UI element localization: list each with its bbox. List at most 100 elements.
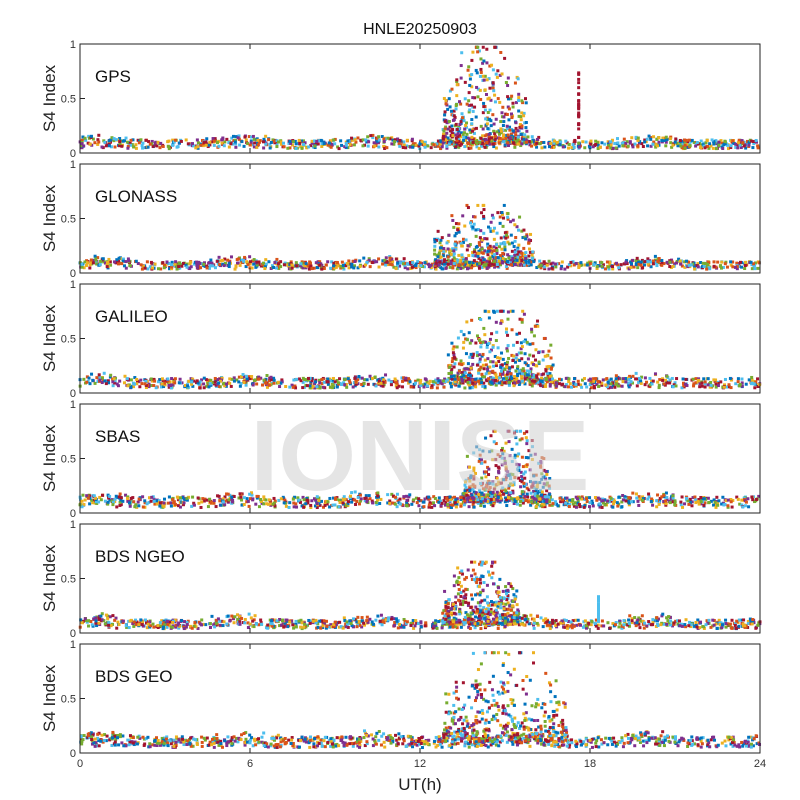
- data-point: [493, 354, 497, 358]
- data-point: [671, 143, 675, 147]
- data-point: [674, 137, 678, 141]
- data-point: [528, 247, 532, 251]
- data-point: [171, 383, 175, 387]
- data-point: [477, 266, 481, 270]
- data-point: [631, 258, 635, 262]
- data-point: [516, 358, 520, 362]
- data-point: [490, 139, 494, 143]
- data-point: [213, 266, 217, 270]
- data-point: [726, 504, 730, 508]
- data-point: [315, 506, 319, 510]
- data-point: [714, 147, 718, 151]
- data-point: [649, 265, 653, 269]
- data-point: [275, 257, 279, 261]
- data-point: [444, 266, 448, 270]
- data-point: [111, 380, 115, 384]
- data-point: [518, 331, 522, 335]
- data-point: [646, 262, 650, 266]
- data-point: [356, 382, 360, 386]
- data-point: [204, 143, 208, 147]
- data-point: [534, 348, 538, 352]
- data-point: [743, 264, 747, 268]
- data-point: [200, 378, 204, 382]
- data-point: [202, 382, 206, 386]
- data-point: [308, 384, 312, 388]
- data-point: [392, 142, 396, 146]
- data-point: [691, 496, 695, 500]
- data-point: [261, 383, 265, 387]
- data-point: [322, 266, 326, 270]
- data-point: [85, 261, 89, 265]
- data-point: [99, 498, 103, 502]
- data-point: [725, 265, 729, 269]
- data-point: [245, 260, 249, 264]
- data-point: [651, 142, 655, 146]
- data-point: [491, 504, 495, 508]
- data-point: [720, 266, 724, 270]
- data-point: [516, 255, 520, 259]
- data-point: [427, 503, 431, 507]
- data-point: [454, 145, 458, 149]
- data-point: [381, 380, 385, 384]
- data-point: [275, 139, 279, 143]
- data-point: [294, 386, 298, 390]
- data-point: [693, 267, 697, 271]
- data-point: [496, 264, 500, 268]
- data-point: [458, 260, 462, 264]
- data-point: [448, 249, 452, 253]
- data-point: [476, 45, 480, 49]
- data-point: [476, 203, 480, 207]
- data-point: [331, 379, 335, 383]
- data-point: [213, 380, 217, 384]
- data-point: [249, 135, 253, 139]
- data-point: [490, 246, 494, 250]
- data-point: [491, 229, 495, 233]
- data-point: [314, 261, 318, 265]
- data-point: [274, 266, 278, 270]
- data-point: [756, 146, 760, 150]
- data-point: [548, 384, 552, 388]
- data-point: [310, 499, 314, 503]
- data-point: [588, 496, 592, 500]
- data-point: [156, 500, 160, 504]
- data-point: [451, 351, 455, 355]
- data-point: [522, 253, 526, 257]
- data-point: [460, 142, 464, 146]
- data-point: [634, 371, 638, 375]
- data-point: [107, 496, 111, 500]
- data-point: [577, 72, 581, 76]
- data-point: [139, 378, 143, 382]
- data-point: [418, 141, 422, 145]
- data-point: [452, 262, 456, 266]
- data-point: [293, 495, 297, 499]
- data-point: [357, 374, 361, 378]
- data-point: [460, 363, 464, 367]
- data-point: [252, 258, 256, 262]
- data-point: [103, 499, 107, 503]
- data-point: [466, 380, 470, 384]
- data-point: [714, 503, 718, 507]
- data-point: [86, 141, 90, 145]
- data-point: [402, 140, 406, 144]
- data-point: [728, 376, 732, 380]
- data-point: [272, 376, 276, 380]
- data-point: [205, 266, 209, 270]
- data-point: [494, 375, 498, 379]
- data-point: [293, 384, 297, 388]
- data-point: [336, 145, 340, 149]
- data-point: [448, 381, 452, 385]
- data-point: [496, 256, 500, 260]
- data-point: [637, 380, 641, 384]
- data-point: [573, 377, 577, 381]
- data-point: [336, 264, 340, 268]
- data-point: [594, 377, 598, 381]
- data-point: [460, 375, 464, 379]
- data-point: [342, 495, 346, 499]
- data-point: [422, 505, 426, 509]
- data-point: [752, 142, 756, 146]
- data-point: [460, 379, 464, 383]
- data-point: [428, 379, 432, 383]
- data-point: [160, 377, 164, 381]
- data-point: [105, 263, 109, 267]
